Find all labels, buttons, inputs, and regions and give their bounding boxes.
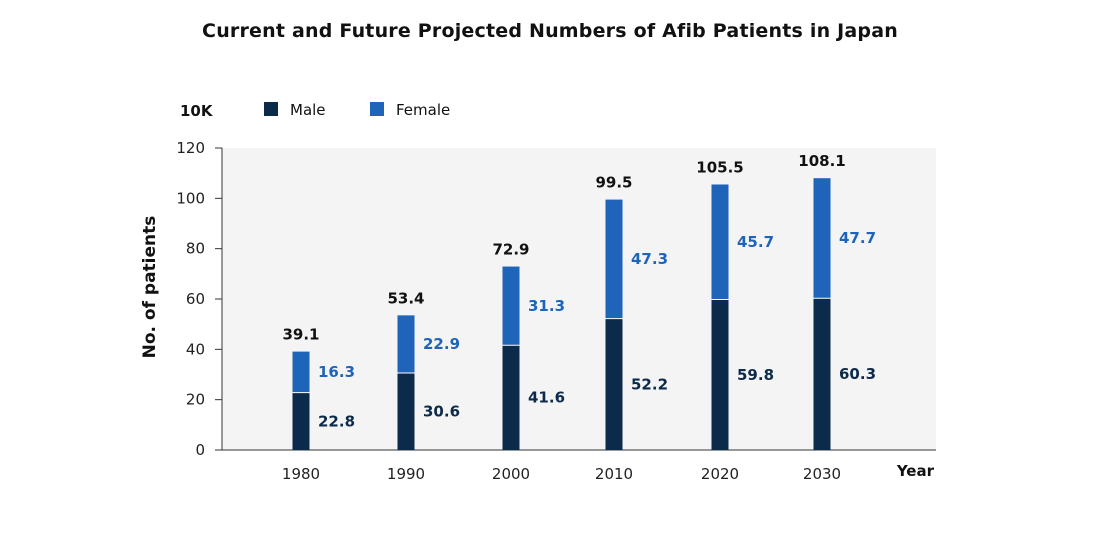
- bar-female: [502, 266, 520, 346]
- bar-male: [397, 372, 415, 450]
- bar-male: [711, 299, 729, 450]
- x-tick-label: 2010: [595, 465, 633, 483]
- bar-female: [292, 351, 310, 393]
- bar-male: [605, 318, 623, 450]
- y-tick-label: 20: [186, 391, 205, 409]
- y-tick-label: 80: [186, 240, 205, 258]
- female-value-label: 47.3: [631, 250, 668, 268]
- x-axis-label: Year: [896, 462, 935, 480]
- y-tick-label: 60: [186, 290, 205, 308]
- legend-label-male: Male: [290, 101, 326, 119]
- bar-male: [292, 392, 310, 450]
- y-tick-labels: 0 20 40 60 80 100 120: [176, 139, 205, 459]
- y-tick-label: 40: [186, 340, 205, 358]
- bar-female: [813, 178, 831, 299]
- legend: Male Female: [264, 101, 450, 119]
- y-tick-label: 100: [176, 189, 205, 207]
- bar-female: [711, 184, 729, 300]
- male-value-label: 22.8: [318, 412, 355, 430]
- total-label: 39.1: [282, 326, 319, 344]
- total-label: 108.1: [798, 152, 845, 170]
- chart-title: Current and Future Projected Numbers of …: [202, 20, 898, 42]
- unit-label: 10K: [180, 102, 214, 120]
- legend-swatch-female: [370, 102, 384, 116]
- bar-female: [397, 315, 415, 373]
- data-labels: 39.1 22.8 16.3 53.4 30.6 22.9 72.9 41.6 31.3 99.5…: [282, 152, 876, 430]
- total-label: 72.9: [492, 241, 529, 259]
- total-label: 99.5: [595, 174, 632, 192]
- x-tick-labels: 1980 1990 2000 2010 2020 2030: [282, 465, 841, 483]
- x-tick-label: 2020: [701, 465, 739, 483]
- bar-male: [502, 345, 520, 450]
- male-value-label: 60.3: [839, 365, 876, 383]
- male-value-label: 30.6: [423, 402, 460, 420]
- bar-female: [605, 199, 623, 319]
- female-value-label: 47.7: [839, 229, 876, 247]
- y-axis-label: No. of patients: [140, 216, 160, 359]
- female-value-label: 45.7: [737, 233, 774, 251]
- x-tick-label: 2000: [492, 465, 530, 483]
- legend-label-female: Female: [396, 101, 450, 119]
- female-value-label: 22.9: [423, 335, 460, 353]
- female-value-label: 31.3: [528, 297, 565, 315]
- x-tick-label: 1980: [282, 465, 320, 483]
- total-label: 105.5: [696, 158, 743, 176]
- bars: [292, 178, 831, 450]
- male-value-label: 59.8: [737, 366, 774, 384]
- y-tick-label: 120: [176, 139, 205, 157]
- total-label: 53.4: [387, 289, 424, 307]
- female-value-label: 16.3: [318, 363, 355, 381]
- male-value-label: 52.2: [631, 375, 668, 393]
- bar-male: [813, 298, 831, 450]
- x-tick-label: 1990: [387, 465, 425, 483]
- x-tick-label: 2030: [803, 465, 841, 483]
- legend-swatch-male: [264, 102, 278, 116]
- male-value-label: 41.6: [528, 389, 565, 407]
- y-tick-label: 0: [195, 441, 205, 459]
